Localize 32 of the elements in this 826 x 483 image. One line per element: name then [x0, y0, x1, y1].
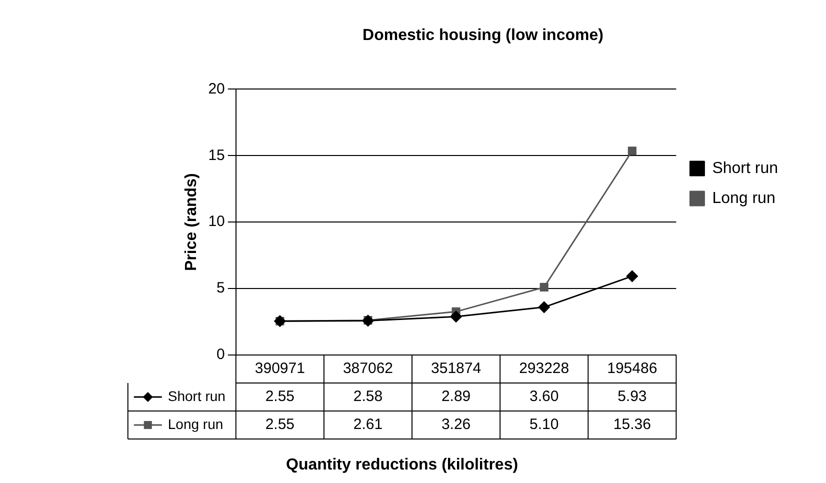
x-axis-title: Quantity reductions (kilolitres)	[286, 456, 518, 474]
legend-label: Short run	[168, 388, 226, 404]
data-label: 15.36	[613, 416, 651, 434]
point	[540, 282, 548, 292]
text: Long run	[168, 416, 224, 432]
y-tick-label: 0	[216, 346, 225, 364]
y-tick-label: 20	[208, 80, 225, 98]
x-tick-label: 387062	[342, 360, 394, 378]
data-label: 2.61	[353, 416, 383, 434]
x-tick-label: 351874	[431, 360, 482, 378]
data-label: 3.60	[529, 388, 559, 406]
data-label: 2.55	[265, 416, 295, 434]
chart-title: Domestic housing (low income)	[362, 27, 604, 44]
x-tick-label: 293228	[519, 360, 570, 378]
data-label: 5.93	[618, 388, 647, 406]
x-tick-label: 390971	[254, 360, 305, 378]
data-label: 2.58	[353, 388, 383, 406]
point	[626, 270, 638, 282]
y-tick-label: 15	[208, 146, 225, 164]
data-label: 2.55	[265, 388, 295, 406]
x-tick-label: 195486	[607, 360, 658, 378]
data-label: 3.26	[441, 416, 471, 434]
point	[628, 146, 636, 156]
data-label: 5.10	[529, 416, 559, 434]
data-label: 2.89	[441, 388, 471, 406]
y-axis-title: Price (rands)	[183, 173, 200, 272]
point	[450, 310, 462, 322]
y-tick-label: 5	[216, 280, 225, 297]
point	[538, 301, 550, 313]
text: Short run	[712, 160, 778, 177]
legend-label: Long run	[712, 190, 776, 207]
y-tick-label: 10	[208, 213, 225, 230]
